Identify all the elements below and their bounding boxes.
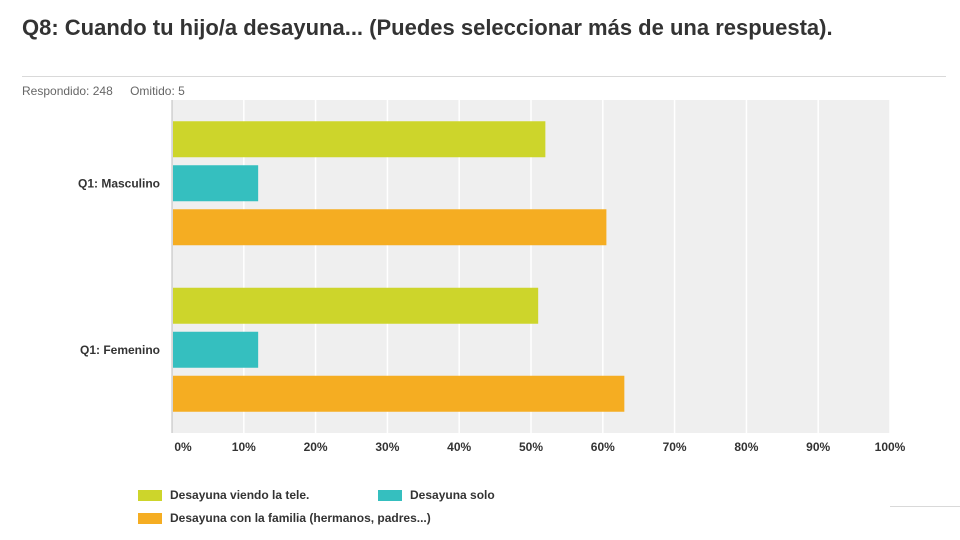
legend-label-familia: Desayuna con la familia (hermanos, padre…	[170, 511, 431, 525]
x-tick-label: 20%	[304, 440, 328, 454]
legend-item-familia: Desayuna con la familia (hermanos, padre…	[138, 511, 431, 525]
question-title: Q8: Cuando tu hijo/a desayuna... (Puedes…	[22, 15, 833, 40]
x-tick-label: 60%	[591, 440, 615, 454]
footer-divider	[890, 506, 960, 507]
bar-femenino-solo	[173, 331, 259, 368]
category-label: Q1: Masculino	[78, 176, 160, 190]
x-tick-label: 50%	[519, 440, 543, 454]
x-tick-label: 0%	[174, 440, 192, 454]
bar-masculino-solo	[173, 165, 259, 202]
category-label: Q1: Femenino	[80, 343, 160, 357]
x-tick-label: 100%	[875, 440, 906, 454]
x-tick-label: 30%	[375, 440, 399, 454]
skipped-count: Omitido: 5	[130, 84, 185, 98]
bar-femenino-tele	[173, 287, 539, 324]
title-divider	[22, 76, 946, 77]
legend-label-solo: Desayuna solo	[410, 488, 495, 502]
response-stats: Respondido: 248 Omitido: 5	[22, 84, 199, 98]
bar-masculino-familia	[173, 209, 607, 246]
x-tick-label: 70%	[663, 440, 687, 454]
legend-item-solo: Desayuna solo	[378, 488, 495, 502]
bar-chart: 0% 10% 20% 30% 40% 50% 60% 70% 80% 90% 100% Q1: Mas…	[78, 100, 906, 454]
x-tick-label: 40%	[447, 440, 471, 454]
x-tick-label: 10%	[232, 440, 256, 454]
answered-count: Respondido: 248	[22, 84, 113, 98]
x-tick-label: 90%	[806, 440, 830, 454]
legend-item-tele: Desayuna viendo la tele.	[138, 488, 309, 502]
bar-masculino-tele	[173, 121, 546, 158]
legend-swatch-tele	[138, 489, 162, 501]
bar-femenino-familia	[173, 375, 625, 412]
legend-swatch-familia	[138, 512, 162, 524]
legend-swatch-solo	[378, 489, 402, 501]
x-tick-label: 80%	[734, 440, 758, 454]
legend-label-tele: Desayuna viendo la tele.	[170, 488, 310, 502]
